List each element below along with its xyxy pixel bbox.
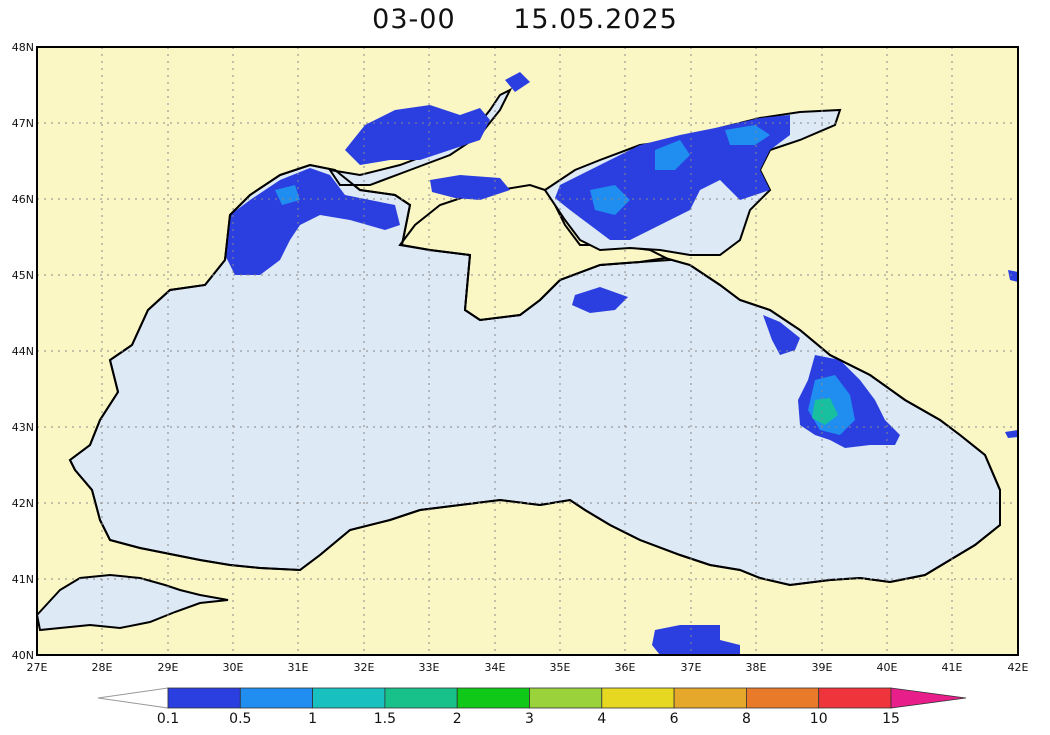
precip-high [812,398,838,425]
lat-label: 42N [12,497,34,510]
lat-label: 46N [12,193,34,206]
lon-label: 35E [550,661,571,674]
colorbar-right-arrow [890,687,967,709]
colorbar-left-arrow [97,687,169,709]
title-time: 03-00 [372,4,456,35]
colorbar-label: 8 [742,711,751,727]
lat-label: 45N [12,269,34,282]
colorbar-label: 0.1 [157,711,179,727]
colorbar-label: 6 [670,711,679,727]
map-border [36,46,1019,656]
colorbar-label: 1 [308,711,317,727]
lat-label: 40N [12,649,34,662]
longitude-labels: 27E 28E 29E 30E 31E 32E 33E 34E 35E 36E … [27,661,1029,674]
colorbar-label: 2 [453,711,462,727]
title-date: 15.05.2025 [513,4,678,35]
lat-label: 41N [12,573,34,586]
lon-label: 36E [615,661,636,674]
colorbar-label: 0.5 [229,711,251,727]
colorbar-segment [818,687,892,709]
colorbar: 0.1 0.5 1 1.5 2 3 4 6 8 10 15 [97,687,967,727]
lat-label: 47N [12,117,34,130]
lat-label: 44N [12,345,34,358]
lon-label: 32E [354,661,375,674]
graticule [37,47,1018,655]
lon-label: 40E [877,661,898,674]
colorbar-label: 1.5 [374,711,396,727]
lon-label: 33E [419,661,440,674]
colorbar-segment [529,687,603,709]
colorbar-label: 10 [810,711,828,727]
colorbar-segment [167,687,241,709]
lon-label: 28E [92,661,113,674]
lon-label: 29E [158,661,179,674]
lon-label: 34E [485,661,506,674]
colorbar-segment [312,687,386,709]
lon-label: 31E [288,661,309,674]
lon-label: 41E [942,661,963,674]
map-title: 03-00 15.05.2025 [0,0,1050,40]
latitude-labels: 48N 47N 46N 45N 44N 43N 42N 41N 40N [12,41,34,662]
colorbar-segment [239,687,314,709]
colorbar-segment [456,687,530,709]
lon-label: 39E [812,661,833,674]
lon-label: 30E [223,661,244,674]
lon-label: 42E [1008,661,1029,674]
lat-label: 48N [12,41,34,54]
colorbar-label: 15 [882,711,900,727]
colorbar-segment [384,687,458,709]
colorbar-segment [746,687,820,709]
lon-label: 27E [27,661,48,674]
lon-label: 38E [746,661,767,674]
colorbar-label: 4 [597,711,606,727]
sea-of-marmara [35,573,229,632]
coastline [68,163,1001,587]
lon-label: 37E [681,661,702,674]
colorbar-segment [673,687,747,709]
colorbar-segment [601,687,675,709]
lat-label: 43N [12,421,34,434]
colorbar-label: 3 [525,711,534,727]
